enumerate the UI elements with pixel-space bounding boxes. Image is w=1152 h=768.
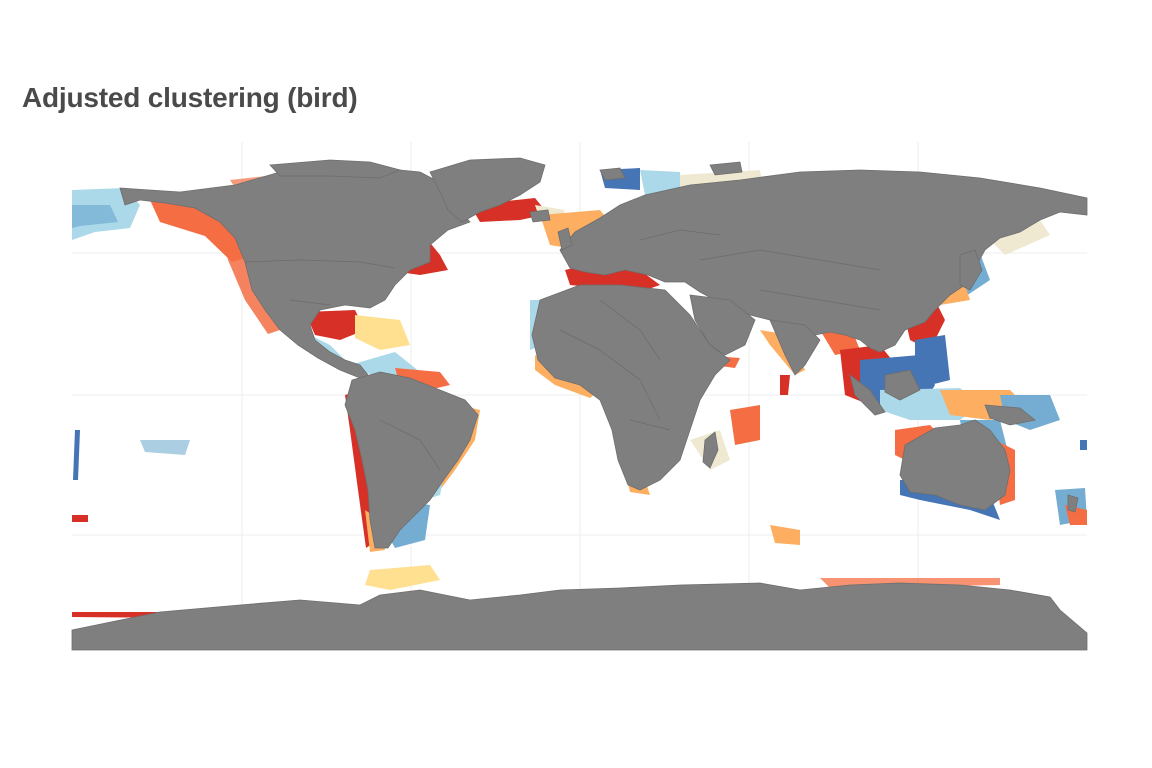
antarctica	[71, 582, 1088, 651]
landmasses	[71, 157, 1088, 651]
novaya-zemlya	[709, 161, 743, 176]
arctic-archipelago	[269, 159, 402, 179]
svalbard	[599, 167, 626, 181]
eurasia	[559, 169, 1088, 356]
new-guinea	[984, 404, 1036, 426]
sumatra	[849, 374, 886, 416]
india	[769, 319, 821, 376]
japan	[959, 249, 983, 291]
borneo	[884, 369, 921, 401]
north-america	[119, 167, 471, 381]
map-title: Adjusted clustering (bird)	[22, 82, 358, 113]
south-america	[344, 371, 479, 549]
australia	[899, 419, 1011, 511]
iceland	[529, 209, 551, 223]
africa	[531, 284, 731, 491]
uk	[557, 227, 573, 251]
greenland	[429, 157, 546, 223]
new-zealand	[1067, 494, 1079, 513]
arabia	[689, 294, 756, 356]
country-borders	[244, 229, 881, 471]
madagascar	[702, 431, 719, 469]
